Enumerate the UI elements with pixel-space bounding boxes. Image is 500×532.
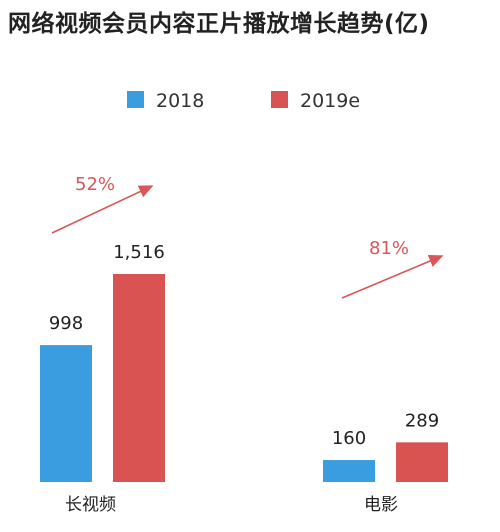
bar-2018-long-video — [40, 345, 92, 482]
chart-title: 网络视频会员内容正片播放增长趋势(亿) — [8, 11, 430, 37]
legend-label-2019e: 2019e — [300, 90, 360, 112]
value-label-2019e-movie: 289 — [405, 410, 439, 431]
legend-label-2018: 2018 — [156, 90, 204, 112]
bar-2018-movie — [323, 460, 375, 482]
legend-swatch-2019e — [271, 91, 288, 108]
growth-label-movie: 81% — [369, 238, 409, 259]
growth-arrow-long-video — [51, 185, 154, 234]
category-label-long-video: 长视频 — [65, 495, 116, 515]
value-label-2018-long-video: 998 — [49, 313, 83, 334]
category-label-movie: 电影 — [364, 495, 398, 515]
legend-swatch-2018 — [127, 91, 144, 108]
growth-label-long-video: 52% — [75, 174, 115, 195]
value-label-2018-movie: 160 — [332, 428, 366, 449]
growth-arrow-movie — [341, 255, 444, 299]
value-label-2019e-long-video: 1,516 — [113, 242, 165, 263]
bar-2019e-movie — [396, 442, 448, 482]
bar-2019e-long-video — [113, 274, 165, 482]
